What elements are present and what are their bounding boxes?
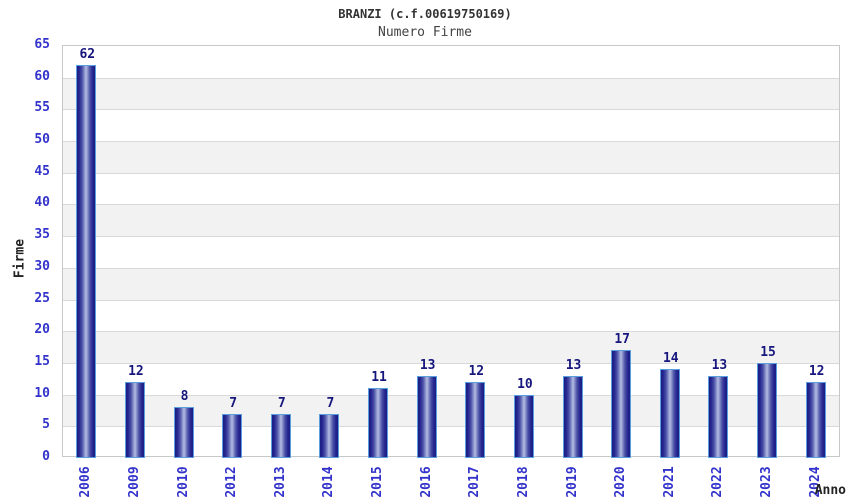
- x-tick-label-2013: 2013: [272, 466, 288, 498]
- plot-band: [63, 141, 839, 173]
- bar-value-label: 11: [371, 370, 387, 386]
- x-tick-label-2022: 2022: [710, 466, 726, 498]
- y-tick-label: 25: [34, 290, 50, 306]
- x-tick-label-2010: 2010: [175, 466, 191, 498]
- bar-value-label: 8: [180, 389, 189, 405]
- x-tick-label-2009: 2009: [126, 466, 142, 498]
- bar-value-label: 13: [419, 357, 436, 373]
- x-tick-label-2012: 2012: [224, 466, 240, 498]
- plot-band: [63, 46, 839, 78]
- bar-2010: [173, 407, 194, 458]
- bar-2016: [416, 375, 437, 458]
- y-tick-label: 35: [34, 227, 50, 243]
- x-tick-label-2023: 2023: [759, 466, 775, 498]
- plot-band: [63, 267, 839, 300]
- bar-2014: [319, 413, 340, 458]
- plot-band: [63, 299, 839, 332]
- x-tick-label-2016: 2016: [418, 466, 434, 498]
- chart-title: BRANZI (c.f.00619750169): [338, 7, 512, 21]
- x-tick-label-2014: 2014: [321, 466, 337, 498]
- y-tick-label: 20: [34, 322, 50, 338]
- bar-value-label: 12: [128, 363, 144, 379]
- y-tick-label: 30: [34, 258, 50, 274]
- bar-value-label: 12: [468, 363, 485, 379]
- bar-2022: [708, 375, 729, 458]
- bar-value-label: 10: [517, 376, 533, 392]
- plot-band: [63, 77, 839, 110]
- bar-value-label: 17: [614, 332, 631, 348]
- bar-2020: [611, 350, 632, 458]
- bar-2015: [368, 388, 389, 458]
- y-axis-tick-labels: 0 5 10 15 20 25 30 35 40 45 50 55 60 65: [0, 0, 50, 500]
- bar-value-label: 62: [79, 47, 96, 62]
- bar-value-label: 7: [229, 395, 238, 411]
- y-tick-label: 5: [42, 417, 50, 433]
- plot-band: [63, 362, 839, 395]
- bar-2019: [562, 375, 583, 458]
- x-tick-label-2006: 2006: [78, 466, 94, 498]
- plot-band: [63, 172, 839, 205]
- y-tick-label: 40: [34, 195, 50, 211]
- bar-2023: [757, 362, 778, 458]
- x-tick-label-2020: 2020: [613, 466, 629, 498]
- plot-band: [63, 331, 839, 363]
- bar-value-label: 13: [711, 357, 728, 373]
- plot-band: [63, 109, 839, 141]
- y-tick-label: 45: [34, 163, 50, 179]
- bar-2013: [270, 413, 291, 458]
- chart-subtitle: Numero Firme: [378, 25, 472, 40]
- plot-band: [63, 204, 839, 237]
- bar-2021: [659, 369, 680, 458]
- bar-value-label: 15: [760, 344, 776, 360]
- y-tick-label: 55: [34, 100, 50, 116]
- y-tick-label: 10: [34, 385, 50, 401]
- bar-2018: [513, 394, 534, 458]
- bar-value-label: 13: [565, 357, 582, 373]
- bar-2017: [465, 381, 486, 458]
- plot-band: [63, 426, 839, 458]
- bar-2012: [222, 413, 243, 458]
- y-tick-label: 60: [34, 68, 50, 84]
- bar-2024: [805, 381, 826, 458]
- bar-value-label: 7: [277, 395, 286, 411]
- x-tick-label-2019: 2019: [564, 466, 580, 498]
- y-tick-label: 0: [42, 449, 50, 464]
- plot-area: 62 12 8 7 7 7 11 13 12 10 13 17 14 13 15 12: [62, 45, 840, 458]
- x-tick-label-2018: 2018: [515, 466, 531, 498]
- x-tick-label-2021: 2021: [661, 466, 677, 498]
- x-axis-title: Anno: [814, 483, 846, 498]
- bar-value-label: 14: [662, 351, 679, 367]
- y-tick-label: 50: [34, 132, 50, 148]
- y-tick-label: 65: [34, 37, 50, 52]
- y-tick-label: 15: [34, 353, 50, 369]
- x-tick-label-2015: 2015: [370, 466, 386, 498]
- bar-value-label: 12: [808, 363, 825, 379]
- x-tick-label-2017: 2017: [467, 466, 483, 498]
- bar-2009: [124, 381, 145, 458]
- plot-band: [63, 236, 839, 268]
- bar-value-label: 7: [326, 395, 335, 411]
- bar-2006: [76, 65, 97, 458]
